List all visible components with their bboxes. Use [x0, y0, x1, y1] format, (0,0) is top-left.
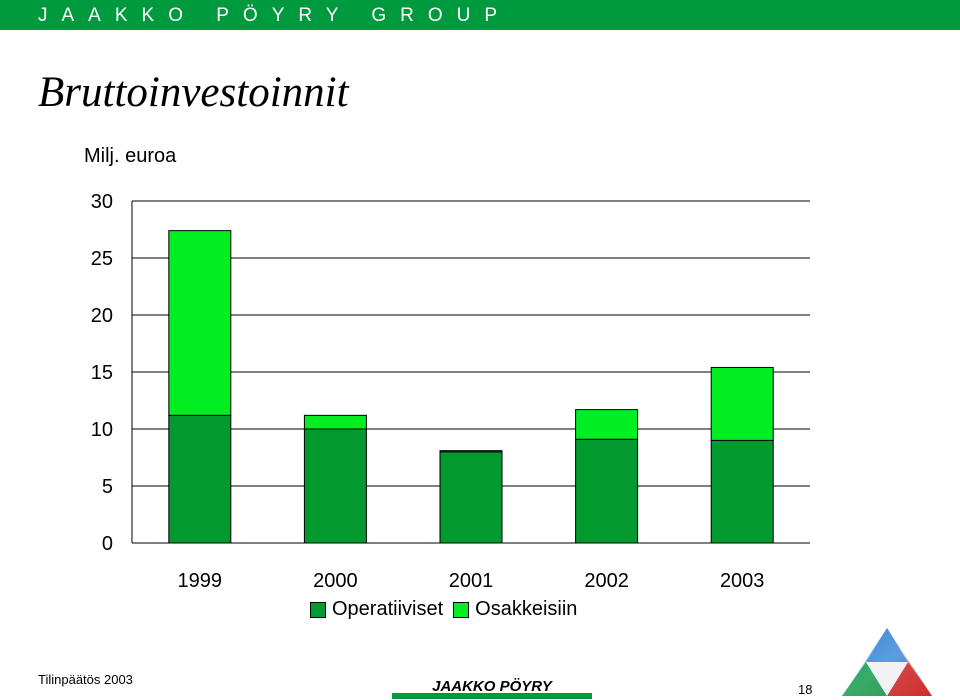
- bar-osakkeisiin-2001: [439, 450, 503, 453]
- triangle-logo-icon: [842, 628, 932, 696]
- bar-operatiiviset-2003: [710, 439, 774, 544]
- legend-label-operatiiviset: Operatiiviset: [332, 598, 444, 620]
- x-tick-label: 2000: [313, 570, 358, 592]
- bar-osakkeisiin-1999: [168, 230, 232, 416]
- y-axis-label: Milj. euroa: [84, 145, 177, 167]
- legend-label-osakkeisiin: Osakkeisiin: [475, 598, 578, 620]
- legend-swatch-operatiiviset: [310, 601, 326, 618]
- brand-wordmark: JAAKKO PÖYRY GROUP: [38, 5, 512, 26]
- x-tick-label: 2002: [584, 570, 629, 592]
- y-tick-label: 15: [91, 362, 113, 384]
- page-number: 18: [798, 682, 813, 697]
- bar-operatiiviset-1999: [168, 414, 232, 544]
- bar-osakkeisiin-2003: [710, 366, 774, 441]
- jaakko-poyry-logo: JAAKKO PÖYRY: [392, 678, 592, 699]
- x-tick-label: 2003: [720, 570, 765, 592]
- x-tick-label: 2001: [449, 570, 494, 592]
- bar-operatiiviset-2002: [575, 438, 639, 544]
- y-tick-label: 10: [91, 419, 113, 441]
- bar-operatiiviset-2000: [303, 428, 367, 544]
- legend-item-osakkeisiin: Osakkeisiin: [453, 598, 577, 621]
- y-tick-label: 20: [91, 305, 113, 327]
- x-tick-label: 1999: [178, 570, 223, 592]
- y-tick-label: 0: [102, 533, 113, 555]
- page-title: Bruttoinvestoinnit: [38, 69, 349, 116]
- y-tick-label: 30: [91, 191, 113, 213]
- y-tick-label: 25: [91, 248, 113, 270]
- chart-legend: Operatiiviset Osakkeisiin: [310, 598, 587, 621]
- y-tick-label: 5: [102, 476, 113, 498]
- footer-report-title: Tilinpäätös 2003: [38, 672, 133, 687]
- legend-swatch-osakkeisiin: [453, 601, 470, 618]
- bar-osakkeisiin-2000: [303, 414, 367, 430]
- bar-operatiiviset-2001: [439, 451, 503, 544]
- legend-item-operatiiviset: Operatiiviset: [310, 598, 443, 621]
- header-band: JAAKKO PÖYRY GROUP: [0, 0, 960, 30]
- bar-osakkeisiin-2002: [575, 409, 639, 440]
- footer-logo-text: JAAKKO PÖYRY: [432, 678, 554, 695]
